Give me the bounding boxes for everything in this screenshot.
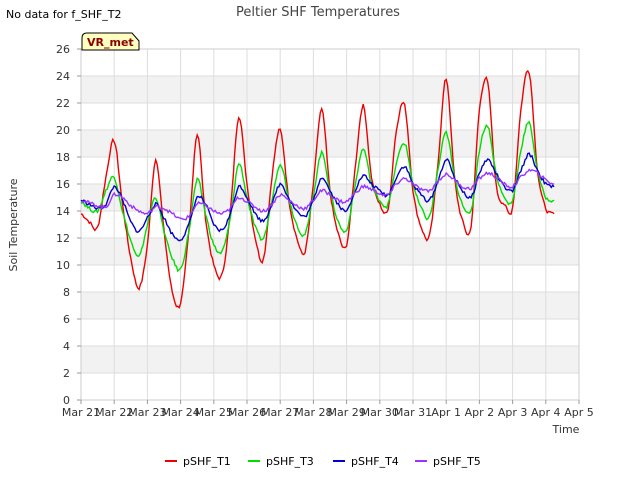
y-tick-label: 2: [63, 367, 70, 380]
x-axis-title: Time: [552, 423, 580, 436]
plot-band: [81, 292, 579, 319]
series-line-pSHF_T5: [80, 168, 555, 221]
x-tick-label: Apr 4: [531, 406, 561, 419]
y-axis-title: Soil Temperature: [7, 178, 20, 271]
x-tick-label: Mar 22: [95, 406, 133, 419]
x-tick-label: Mar 25: [195, 406, 233, 419]
x-tick-label: Mar 26: [228, 406, 266, 419]
plot-bands: [81, 76, 579, 373]
y-tick-label: 24: [56, 70, 70, 83]
x-tick-label: Apr 3: [498, 406, 528, 419]
y-tick-label: 4: [63, 340, 70, 353]
x-tick-label: Mar 29: [327, 406, 365, 419]
plot-band: [81, 346, 579, 373]
chart-title: Peltier SHF Temperatures: [236, 5, 400, 20]
badge-shape: [81, 32, 140, 51]
y-tick-label: 14: [56, 205, 70, 218]
y-tick-label: 20: [56, 124, 70, 137]
x-tick-label: Mar 23: [128, 406, 166, 419]
series-group: [80, 69, 555, 309]
badge-label: VR_met: [87, 36, 134, 49]
y-tick-label: 12: [56, 232, 70, 245]
legend-label-pSHF_T1: pSHF_T1: [183, 455, 231, 468]
x-tick-label: Mar 21: [62, 406, 100, 419]
x-tick-label: Mar 31: [394, 406, 432, 419]
plot-band: [81, 238, 579, 265]
legend-label-pSHF_T3: pSHF_T3: [266, 455, 314, 468]
y-tick-label: 18: [56, 151, 70, 164]
x-tick-label: Apr 1: [431, 406, 461, 419]
y-tick-label: 8: [63, 286, 70, 299]
vr-met-badge: VR_met: [81, 32, 140, 51]
legend-label-pSHF_T4: pSHF_T4: [351, 455, 399, 468]
y-tick-label: 16: [56, 178, 70, 191]
x-tick-label: Mar 30: [361, 406, 399, 419]
plot-band: [81, 130, 579, 157]
y-tick-label: 6: [63, 313, 70, 326]
no-data-note: No data for f_SHF_T2: [6, 8, 122, 21]
y-tick-label: 26: [56, 43, 70, 56]
series-line-pSHF_T1: [80, 69, 555, 309]
plot-frame: [80, 48, 580, 401]
y-tick-label: 10: [56, 259, 70, 272]
x-tick-label: Mar 24: [161, 406, 199, 419]
x-tick-label: Mar 28: [294, 406, 332, 419]
legend: pSHF_T1 pSHF_T3 pSHF_T4 pSHF_T5: [165, 455, 481, 468]
y-tick-label: 22: [56, 97, 70, 110]
y-tick-label: 0: [63, 394, 70, 407]
x-tick-label: Mar 27: [261, 406, 299, 419]
plot-band: [81, 76, 579, 103]
legend-label-pSHF_T5: pSHF_T5: [433, 455, 481, 468]
x-tick-label: Apr 2: [465, 406, 495, 419]
x-tick-label: Apr 5: [564, 406, 594, 419]
